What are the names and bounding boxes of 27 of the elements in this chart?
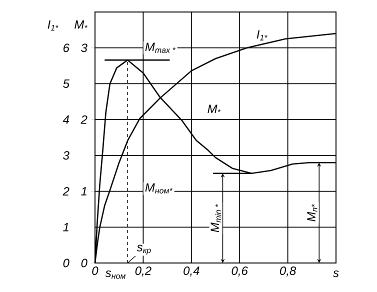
y-tick-label: 1 xyxy=(63,223,68,232)
y2-axis-title: M$_{*}$ xyxy=(74,20,88,29)
y-tick-label: 3 xyxy=(63,151,70,160)
x-axis-title: s xyxy=(333,270,339,278)
annotation: s$_{ном}$ xyxy=(105,270,126,279)
y-tick-label: 0 xyxy=(63,258,70,268)
x-tick-label: 0,6 xyxy=(232,266,248,276)
x-tick-label: 0,8 xyxy=(280,266,296,276)
y2-tick-label: 3 xyxy=(81,44,88,52)
x-tick-label: 0,2 xyxy=(135,266,152,276)
y-tick-label: 6 xyxy=(63,44,70,52)
annotation: M$_{ном*}$ xyxy=(145,183,173,194)
annotation: M$_{max *}$ xyxy=(145,42,176,53)
annotation: M$_{min *}$ xyxy=(210,204,221,232)
x-tick-label: 0,4 xyxy=(184,266,200,276)
annotation: s$_{кр}$ xyxy=(136,244,151,255)
text: M$_{*}$ xyxy=(208,104,221,113)
y-axis-title: I$_{1*}$ xyxy=(48,20,58,30)
y-tick-label: 2 xyxy=(62,187,70,196)
y2-tick-label: 2 xyxy=(80,115,88,124)
y-tick-label: 4 xyxy=(62,115,70,124)
x-tick-label: 0 xyxy=(92,266,98,276)
series-label: I$_{1*}$ xyxy=(256,30,268,40)
annotation: M$_{п*}$ xyxy=(307,204,318,222)
y2-tick-label: 1 xyxy=(81,187,86,196)
y-tick-label: 5 xyxy=(63,80,70,88)
y2-tick-label: 0 xyxy=(81,258,88,268)
